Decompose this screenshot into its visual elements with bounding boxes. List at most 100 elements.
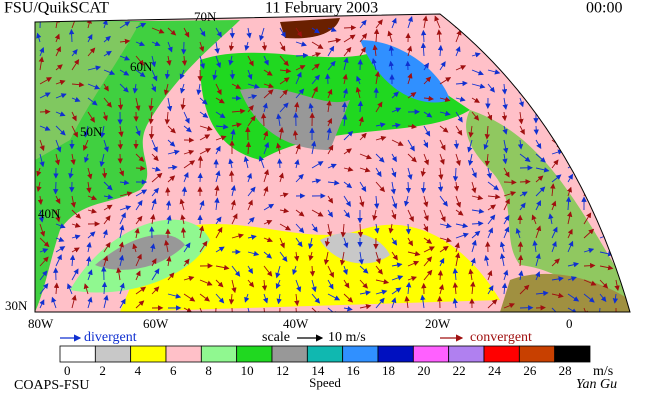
- wind-vector: [55, 125, 66, 136]
- wind-vector: [567, 111, 574, 121]
- wind-vector: [246, 172, 252, 183]
- wind-vector: [38, 209, 45, 223]
- wind-vector: [231, 213, 238, 225]
- wind-vector: [531, 214, 537, 225]
- wind-vector: [87, 296, 93, 309]
- wind-vector: [55, 223, 66, 229]
- wind-vector: [327, 117, 332, 127]
- wind-vector: [87, 33, 93, 43]
- wind-vector: [503, 167, 510, 178]
- wind-vector: [55, 195, 61, 205]
- wind-vector: [102, 229, 108, 239]
- wind-vector: [487, 111, 493, 121]
- wind-vector: [420, 167, 426, 177]
- wind-vector: [103, 242, 111, 253]
- wind-vector: [132, 83, 138, 94]
- wind-vector: [166, 214, 172, 225]
- wind-vector: [103, 69, 116, 75]
- wind-vector: [151, 166, 161, 172]
- wind-vector: [487, 69, 501, 75]
- wind-vector: [151, 153, 159, 162]
- wind-vector: [247, 265, 254, 275]
- wind-vector: [323, 251, 330, 265]
- wind-vector: [407, 153, 417, 163]
- wind-vector: [151, 187, 159, 197]
- wind-vector: [103, 194, 114, 200]
- wind-vector: [551, 307, 562, 312]
- wind-vector: [212, 69, 218, 81]
- wind-vector: [39, 77, 52, 85]
- wind-vector: [37, 195, 44, 206]
- wind-vector: [247, 69, 253, 80]
- wind-vector: [420, 42, 427, 57]
- wind-vector: [214, 184, 220, 197]
- wind-vector: [103, 97, 112, 108]
- wind-vector: [164, 111, 171, 125]
- wind-vector: [103, 204, 113, 211]
- colorbar-tick-label: 24: [488, 363, 502, 378]
- scale-value: 10 m/s: [328, 330, 366, 345]
- wind-vector: [517, 241, 524, 253]
- colorbar-box: [130, 345, 167, 363]
- wind-vector: [551, 174, 562, 183]
- wind-vector: [470, 257, 476, 267]
- wind-vector: [179, 69, 185, 80]
- wind-vector: [101, 281, 108, 295]
- wind-vector: [263, 55, 269, 66]
- wind-vector: [247, 307, 251, 312]
- wind-vector: [151, 268, 160, 281]
- wind-vector: [502, 97, 508, 110]
- wind-vector: [87, 167, 93, 180]
- wind-vector: [215, 145, 221, 155]
- wind-vector: [439, 61, 446, 71]
- wind-vector: [230, 128, 236, 141]
- wind-vector: [582, 172, 588, 183]
- wind-vector: [359, 290, 371, 296]
- wind-vector: [117, 97, 124, 111]
- wind-vector: [135, 199, 143, 211]
- wind-vector: [550, 55, 556, 66]
- wind-vector: [519, 125, 525, 135]
- wind-vector: [471, 194, 484, 201]
- wind-vector: [231, 83, 242, 89]
- wind-vector: [55, 139, 62, 153]
- wind-vector: [55, 111, 66, 117]
- wind-vector: [407, 209, 414, 223]
- colorbar-box: [448, 345, 485, 363]
- wind-vector: [119, 55, 131, 61]
- wind-vector: [453, 181, 460, 192]
- wind-vector: [183, 160, 196, 169]
- wind-vector: [243, 156, 249, 169]
- wind-vector: [71, 125, 78, 138]
- wind-vector: [439, 77, 452, 85]
- wind-vector: [503, 69, 516, 76]
- wind-vector: [517, 139, 524, 150]
- wind-vector: [343, 34, 356, 43]
- wind-vector: [118, 241, 124, 253]
- wind-vector: [582, 144, 589, 155]
- wind-vector: [567, 27, 574, 37]
- wind-vector: [551, 27, 563, 37]
- wind-vector: [615, 108, 626, 115]
- wind-vector: [70, 153, 76, 166]
- wind-vector: [151, 69, 158, 82]
- wind-vector: [375, 251, 381, 265]
- wind-vector: [359, 279, 368, 289]
- wind-vector: [599, 264, 614, 271]
- wind-vector: [311, 86, 318, 99]
- wind-vector: [294, 101, 300, 113]
- wind-vector: [599, 143, 608, 155]
- wind-vector: [423, 62, 429, 71]
- wind-vector: [215, 170, 221, 183]
- wind-vector: [581, 69, 588, 81]
- wind-vector: [38, 56, 45, 71]
- wind-vector: [596, 69, 603, 82]
- wind-vector: [103, 294, 109, 309]
- wind-vector: [583, 125, 597, 131]
- wind-vector: [116, 267, 122, 281]
- wind-vector: [356, 75, 362, 85]
- wind-vector: [151, 198, 157, 211]
- wind-vector: [231, 307, 234, 312]
- wind-vector: [468, 125, 474, 138]
- wind-vector: [135, 270, 141, 281]
